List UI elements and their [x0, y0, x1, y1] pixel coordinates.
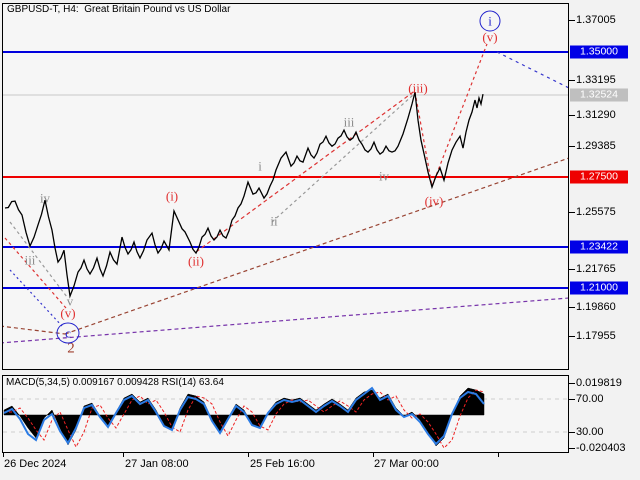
wave-label[interactable]: (i) [165, 188, 179, 204]
indicator-pane-graphics [3, 386, 568, 449]
time-axis-tick [373, 452, 374, 457]
trendline-2[interactable] [0, 325, 66, 335]
indicator-label: MACD(5,34,5) 0.009167 0.009428 RSI(14) 6… [6, 377, 224, 388]
time-axis-tick [3, 452, 4, 457]
price-pane-graphics [0, 43, 569, 344]
indicator-axis-label: 30.00 [576, 426, 604, 438]
indicator-axis-tick [569, 432, 575, 433]
price-chart-pane[interactable] [2, 3, 569, 370]
time-axis-label: 27 Jan 08:00 [125, 458, 189, 470]
time-axis-tick [123, 452, 124, 457]
level-price-badge: 1.27500 [570, 170, 628, 184]
trendline-4[interactable] [0, 297, 569, 344]
indicator-axis-label: 0.019819 [576, 377, 622, 389]
price-axis-label: 1.31290 [576, 109, 616, 121]
price-axis-label: 1.25575 [576, 206, 616, 218]
wave-label[interactable]: iii [24, 252, 36, 268]
indicator-axis-tick [569, 399, 575, 400]
price-axis-tick [569, 146, 575, 147]
wave-label[interactable]: 2 [67, 340, 75, 357]
current-price-badge: 1.32524 [570, 88, 628, 102]
macd-signal-line [4, 389, 485, 449]
time-axis-tick [248, 452, 249, 457]
price-axis-label: 1.37005 [576, 14, 616, 26]
time-axis-label: 26 Dec 2024 [4, 458, 67, 470]
price-axis-tick [569, 212, 575, 213]
time-axis-label: 27 Mar 00:00 [374, 458, 439, 470]
wave-circle-label[interactable]: c [56, 322, 80, 344]
trendline-9[interactable] [414, 91, 433, 187]
price-axis-tick [569, 307, 575, 308]
indicator-axis-tick [569, 448, 575, 449]
trendline-1[interactable] [9, 269, 63, 327]
level-price-badge: 1.35000 [570, 45, 628, 59]
wave-label[interactable]: (iii) [408, 80, 428, 96]
price-axis-label: 1.29385 [576, 140, 616, 152]
trendline-5[interactable] [9, 221, 68, 298]
price-axis-tick [569, 115, 575, 116]
level-price-badge: 1.21000 [570, 281, 628, 295]
wave-label[interactable]: iii [343, 114, 355, 130]
price-axis-label: 1.19860 [576, 301, 616, 313]
trendline-10[interactable] [431, 43, 488, 187]
price-axis-tick [569, 269, 575, 270]
wave-label[interactable]: (v) [482, 29, 498, 45]
macd-histogram [3, 387, 485, 447]
indicator-axis-tick [569, 383, 575, 384]
chart-title: GBPUSD-T, H4: Great Britain Pound vs US … [7, 4, 231, 15]
price-axis-label: 1.17955 [576, 330, 616, 342]
indicator-axis-label: 70.00 [576, 393, 604, 405]
wave-label[interactable]: (v) [60, 305, 76, 321]
rsi-line [3, 386, 485, 446]
price-axis-tick [569, 80, 575, 81]
wave-label[interactable]: i [258, 158, 262, 174]
trendline-8[interactable] [271, 94, 414, 223]
trendline-11[interactable] [496, 51, 569, 89]
wave-label[interactable]: v [66, 293, 74, 309]
price-axis-tick [569, 20, 575, 21]
wave-label[interactable]: (ii) [188, 253, 204, 269]
level-price-badge: 1.23422 [570, 240, 628, 254]
indicator-axis-label: -0.020403 [576, 442, 626, 454]
trendline-7[interactable] [195, 89, 417, 253]
wave-label[interactable]: ii [270, 213, 278, 229]
wave-label[interactable]: (iv) [424, 193, 444, 209]
price-axis-label: 1.21765 [576, 263, 616, 275]
time-axis-tick [498, 452, 499, 457]
wave-label[interactable]: iv [39, 190, 51, 206]
price-line [4, 91, 484, 299]
time-axis-label: 25 Feb 16:00 [250, 458, 315, 470]
trendline-6[interactable] [4, 237, 67, 309]
price-axis-label: 1.33195 [576, 74, 616, 86]
wave-label[interactable]: iv [378, 168, 390, 184]
price-axis-tick [569, 336, 575, 337]
trendline-3[interactable] [64, 157, 569, 335]
wave-circle-label[interactable]: i [479, 10, 501, 32]
